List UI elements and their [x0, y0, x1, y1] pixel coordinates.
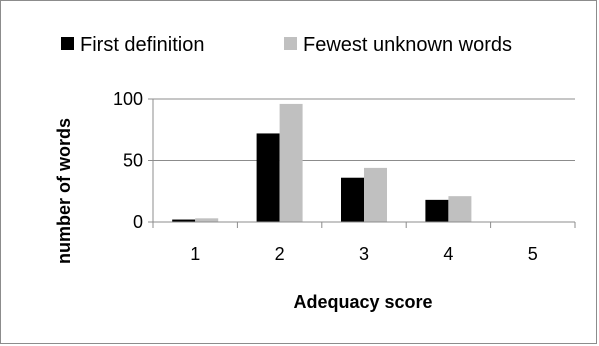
y-tick-label: 0	[133, 212, 143, 232]
bar-fewest-unknown-words-2	[279, 103, 303, 222]
bars	[172, 103, 472, 222]
gridlines	[153, 98, 575, 161]
x-tick-labels: 1 2 3 4 5	[152, 222, 576, 264]
x-tick-label: 5	[528, 244, 538, 264]
y-tick-label: 50	[123, 151, 143, 171]
bar-fewest-unknown-words-3	[364, 167, 387, 222]
y-axis-title: number of words	[54, 118, 74, 264]
bar-fewest-unknown-words-1	[195, 218, 219, 222]
x-tick-label: 3	[359, 244, 369, 264]
x-axis-title: Adequacy score	[293, 292, 432, 312]
x-tick-label: 4	[443, 244, 453, 264]
legend-label-first-definition: First definition	[80, 34, 205, 56]
legend: First definition Fewest unknown words	[61, 34, 512, 56]
legend-label-fewest-unknown-words: Fewest unknown words	[303, 34, 512, 56]
bar-fewest-unknown-words-4	[448, 196, 472, 222]
y-tick-labels: 0 50 100	[113, 89, 153, 232]
bar-first-definition-3	[341, 177, 364, 222]
legend-swatch-first-definition	[61, 37, 74, 50]
bar-first-definition-4	[425, 199, 449, 222]
bar-first-definition-2	[256, 133, 280, 222]
x-tick-label: 2	[275, 244, 285, 264]
x-tick-label: 1	[190, 244, 200, 264]
legend-swatch-fewest-unknown-words	[284, 37, 297, 50]
y-tick-label: 100	[113, 89, 143, 109]
bar-first-definition-1	[172, 219, 196, 222]
